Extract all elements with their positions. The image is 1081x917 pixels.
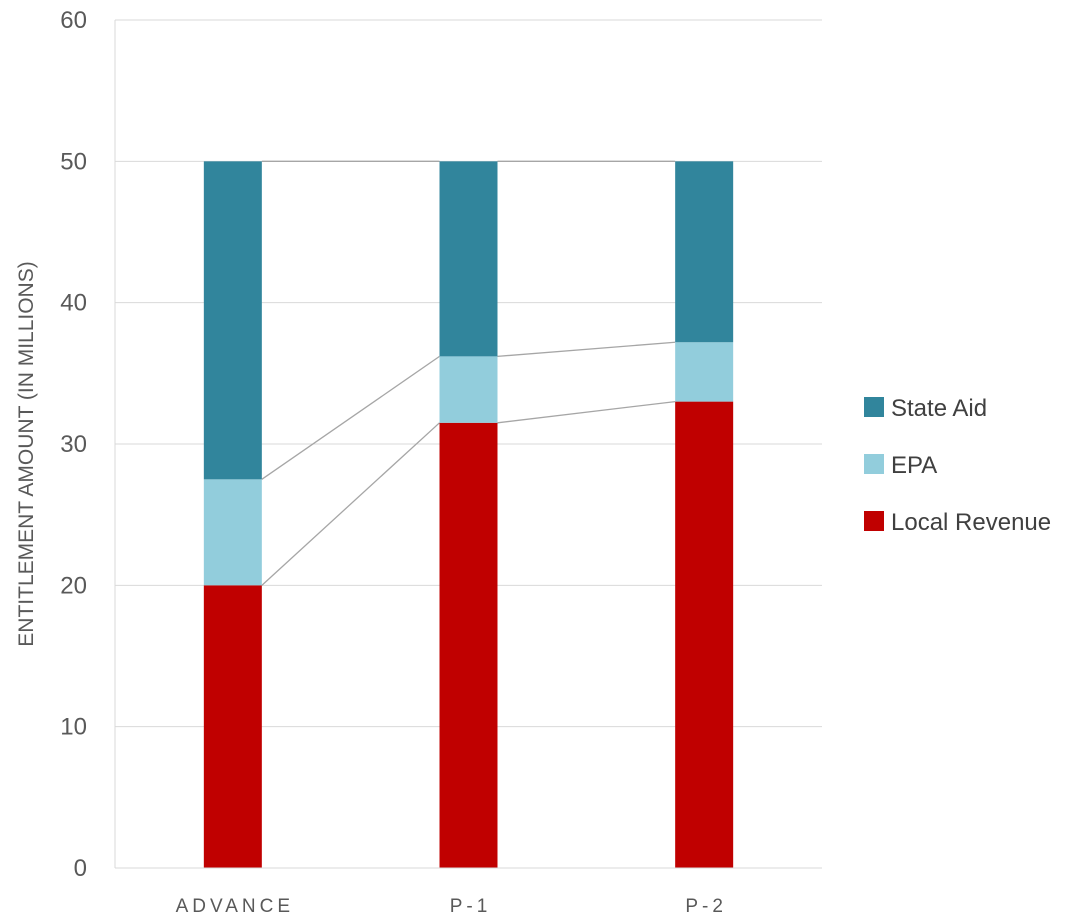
- series-lines: [261, 160, 676, 586]
- bar-epa-advance: [203, 479, 262, 586]
- bar-state-aid-advance: [203, 161, 262, 480]
- bars: [203, 161, 734, 868]
- legend: State Aid EPA Local Revenue: [864, 395, 1051, 536]
- bar-epa-p-1: [439, 356, 498, 423]
- x-tick-labels: ADVANCE P-1 P-2: [176, 896, 727, 917]
- legend-swatch: [864, 511, 884, 531]
- y-tick-label: 20: [60, 572, 87, 599]
- legend-swatch: [864, 454, 884, 474]
- y-tick-label: 40: [60, 290, 87, 317]
- y-tick-label: 60: [60, 7, 87, 34]
- series-line: [497, 341, 676, 358]
- y-tick-labels: 0 10 20 30 40 50 60: [60, 7, 87, 882]
- legend-swatch: [864, 397, 884, 417]
- bar-state-aid-p-1: [439, 161, 498, 357]
- x-tick-label: P-2: [685, 896, 727, 917]
- legend-label: EPA: [891, 452, 937, 479]
- y-axis-label: ENTITLEMENT AMOUNT (IN MILLIONS): [15, 261, 38, 646]
- bar-epa-p-2: [675, 342, 734, 402]
- series-line: [261, 422, 440, 586]
- series-line: [261, 355, 440, 480]
- legend-label: Local Revenue: [891, 509, 1051, 536]
- bar-local-revenue-p-1: [439, 422, 498, 868]
- y-tick-label: 30: [60, 431, 87, 458]
- x-tick-label: ADVANCE: [176, 896, 294, 917]
- legend-label: State Aid: [891, 395, 987, 422]
- y-tick-label: 10: [60, 714, 87, 741]
- bar-local-revenue-p-2: [675, 401, 734, 868]
- series-line: [497, 400, 676, 424]
- y-tick-label: 50: [60, 148, 87, 175]
- bar-local-revenue-advance: [203, 585, 262, 868]
- y-tick-label: 0: [74, 855, 87, 882]
- bar-state-aid-p-2: [675, 161, 734, 343]
- x-tick-label: P-1: [450, 896, 492, 917]
